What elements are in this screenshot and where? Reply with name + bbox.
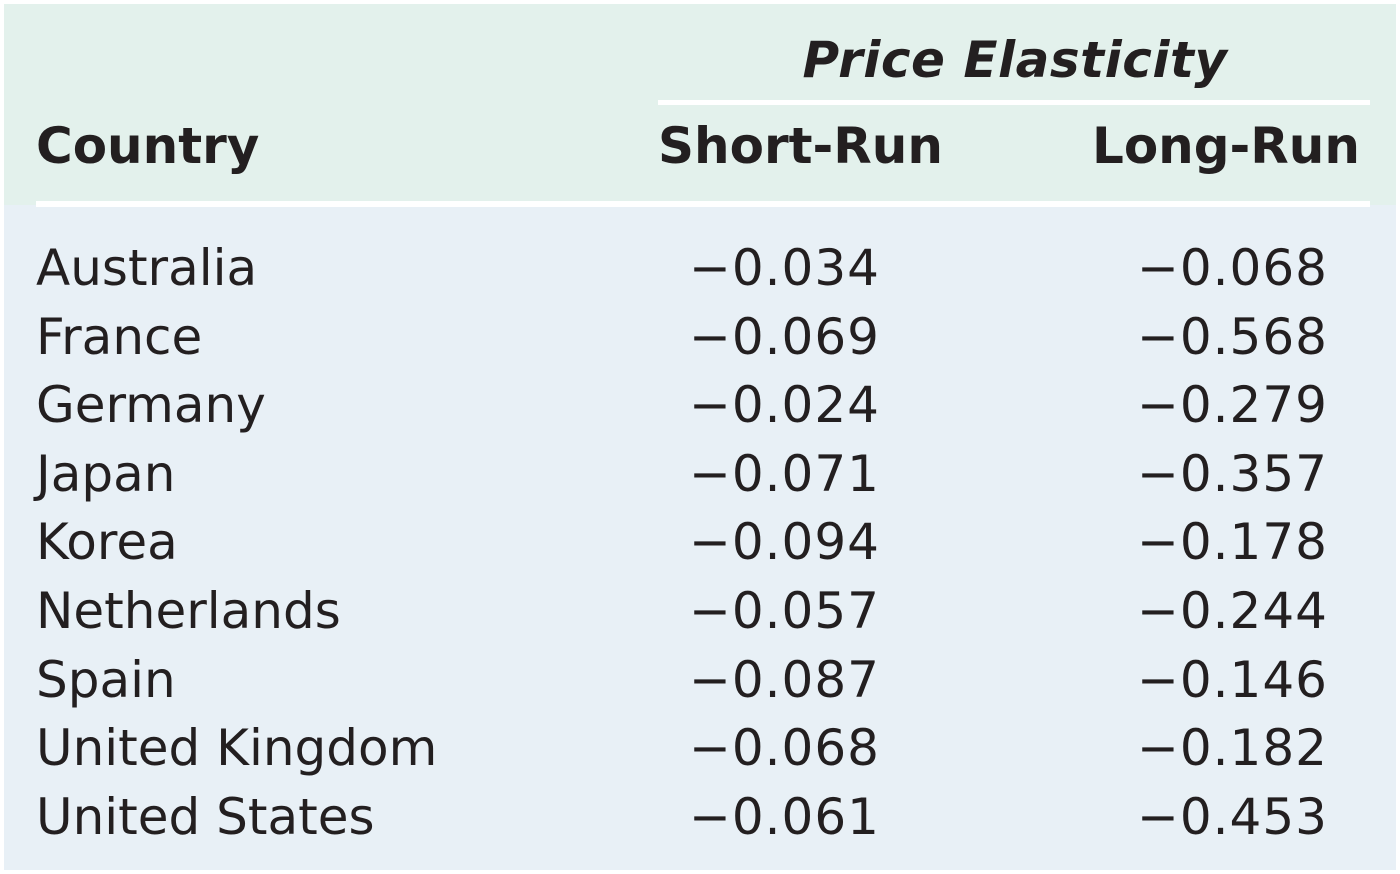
cell-short-run: −0.069 [688, 307, 880, 366]
cell-country: France [36, 307, 203, 366]
cell-short-run: −0.071 [688, 444, 880, 503]
table-row: Spain −0.087 −0.146 [4, 646, 1396, 715]
table-row: Germany −0.024 −0.279 [4, 371, 1396, 440]
table-row: United Kingdom −0.068 −0.182 [4, 714, 1396, 783]
cell-long-run: −0.068 [1136, 239, 1328, 297]
table-row: Australia −0.034 −0.068 [4, 234, 1396, 303]
table-row: France −0.069 −0.568 [4, 303, 1396, 372]
cell-long-run: −0.453 [1136, 787, 1328, 846]
cell-country: Japan [36, 444, 176, 503]
cell-long-run: −0.244 [1136, 581, 1328, 640]
cell-country: United States [36, 787, 375, 846]
cell-country: Australia [36, 239, 258, 297]
column-header-short-run: Short-Run [658, 117, 943, 175]
cell-country: United Kingdom [36, 719, 438, 778]
column-header-long-run: Long-Run [1091, 117, 1360, 175]
cell-short-run: −0.024 [688, 376, 880, 435]
cell-short-run: −0.061 [688, 787, 880, 846]
cell-long-run: −0.357 [1136, 444, 1328, 503]
table-row: United States −0.061 −0.453 [4, 783, 1396, 852]
cell-short-run: −0.087 [688, 650, 880, 709]
cell-country: Korea [36, 513, 178, 572]
table-row: Netherlands −0.057 −0.244 [4, 577, 1396, 646]
cell-short-run: −0.068 [688, 719, 880, 778]
cell-short-run: −0.057 [688, 581, 880, 640]
cell-country: Netherlands [36, 581, 341, 640]
cell-country: Germany [36, 376, 266, 435]
cell-long-run: −0.182 [1136, 719, 1328, 778]
group-header-rule [658, 100, 1370, 105]
table-body: Australia −0.034 −0.068 France −0.069 −0… [4, 234, 1396, 851]
cell-long-run: −0.279 [1136, 376, 1328, 435]
cell-long-run: −0.568 [1136, 307, 1328, 366]
price-elasticity-group-header: Price Elasticity [802, 31, 1228, 89]
elasticity-table: Price Elasticity Country Short-Run Long-… [4, 4, 1396, 870]
cell-country: Spain [36, 650, 176, 709]
table-row: Japan −0.071 −0.357 [4, 440, 1396, 509]
cell-long-run: −0.178 [1136, 513, 1328, 572]
column-header-country: Country [36, 117, 260, 175]
header-rule [36, 201, 1370, 207]
cell-short-run: −0.094 [688, 513, 880, 572]
cell-long-run: −0.146 [1136, 650, 1328, 709]
cell-short-run: −0.034 [688, 239, 880, 297]
table-row: Korea −0.094 −0.178 [4, 508, 1396, 577]
